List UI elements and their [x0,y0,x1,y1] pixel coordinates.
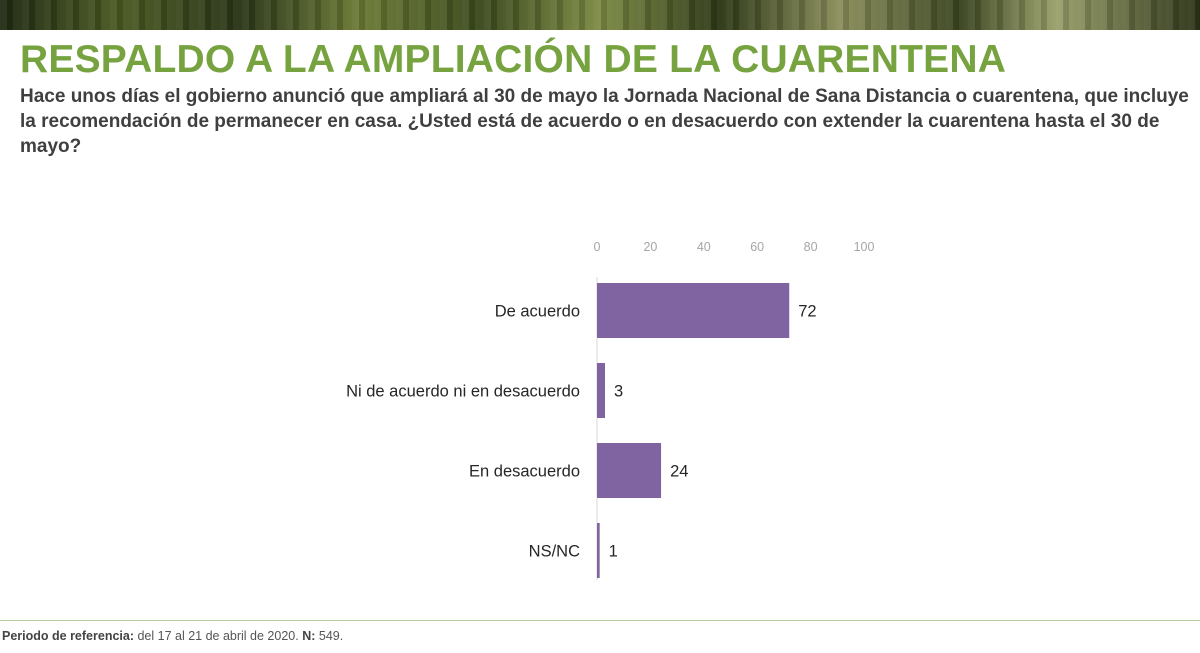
data-label: 1 [609,543,618,561]
x-tick-label: 40 [697,240,711,254]
x-tick-label: 100 [854,240,875,254]
category-label: En desacuerdo [469,463,580,481]
category-label: Ni de acuerdo ni en desacuerdo [346,383,580,401]
x-tick-label: 0 [594,240,601,254]
footer-note: Periodo de referencia: del 17 al 21 de a… [2,629,343,643]
category-label: De acuerdo [495,303,580,321]
x-tick-label: 20 [643,240,657,254]
data-label: 72 [798,303,816,321]
bar [597,363,606,418]
bar [597,523,600,578]
bar [597,443,662,498]
bar-chart: 0 20 40 60 80 100 De acuerdo 72 Ni de acuerdo ni… [346,240,875,580]
header-photo-banner [0,0,1200,30]
page-title: RESPALDO A LA AMPLIACIÓN DE LA CUARENTEN… [20,38,1007,81]
data-label: 24 [670,463,688,481]
x-tick-label: 80 [804,240,818,254]
sample-size-value: 549. [315,629,344,643]
survey-question: Hace unos días el gobierno anunció que a… [20,86,1189,157]
data-label: 3 [614,383,623,401]
period-label: Periodo de referencia: [2,629,134,643]
x-tick-label: 60 [750,240,764,254]
sample-size-label: N: [302,629,316,643]
footer-divider [0,620,1200,621]
category-label: NS/NC [529,543,580,561]
bar [597,283,790,338]
period-value: del 17 al 21 de abril de 2020. [134,629,303,643]
